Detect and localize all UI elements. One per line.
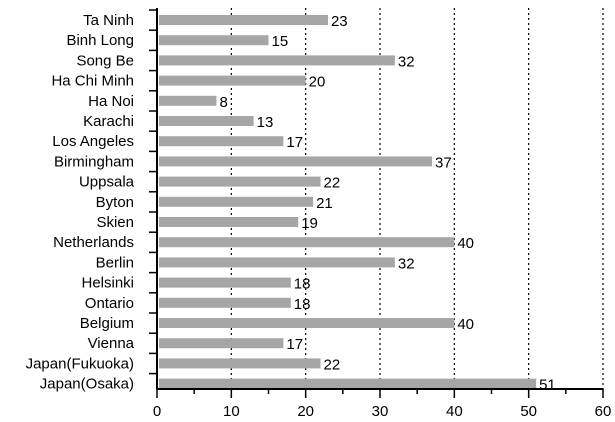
x-tick-label: 20 xyxy=(297,403,314,420)
bar xyxy=(159,116,254,126)
x-tick-label: 10 xyxy=(223,403,240,420)
category-label: Los Angeles xyxy=(52,133,134,150)
category-label: Binh Long xyxy=(66,32,134,49)
data-label: 8 xyxy=(219,94,227,111)
bar xyxy=(159,35,269,46)
data-label: 15 xyxy=(272,33,289,50)
x-tick-label: 0 xyxy=(153,403,161,420)
category-label: Ha Noi xyxy=(88,93,134,110)
bar xyxy=(159,378,537,389)
category-label: Ha Chi Minh xyxy=(51,73,134,90)
bar xyxy=(159,156,433,167)
data-label: 19 xyxy=(301,215,318,232)
bar xyxy=(159,95,217,106)
data-label: 37 xyxy=(435,154,452,171)
data-label: 23 xyxy=(331,13,348,30)
category-label: Japan(Osaka) xyxy=(40,376,134,393)
category-label: Vienna xyxy=(88,335,135,352)
data-label: 18 xyxy=(294,276,311,293)
bar xyxy=(159,217,299,227)
category-label: Berlin xyxy=(96,254,134,271)
data-label: 32 xyxy=(398,53,415,70)
category-label: Ta Ninh xyxy=(83,12,134,29)
bar xyxy=(159,237,455,248)
data-label: 17 xyxy=(286,134,303,151)
bar xyxy=(159,297,291,308)
bar xyxy=(159,176,321,187)
data-label: 20 xyxy=(309,74,326,91)
category-label: Birmingham xyxy=(54,153,134,170)
data-label: 32 xyxy=(398,255,415,272)
bar xyxy=(159,338,284,349)
x-tick-label: 50 xyxy=(520,403,537,420)
bar xyxy=(159,75,306,86)
bar xyxy=(159,358,321,369)
data-label: 17 xyxy=(286,336,303,353)
category-label: Uppsala xyxy=(79,174,135,191)
data-label: 22 xyxy=(324,175,341,192)
category-label: Helsinki xyxy=(81,275,134,292)
data-label: 18 xyxy=(294,296,311,313)
bar xyxy=(159,257,395,268)
bar xyxy=(159,136,284,147)
data-label: 51 xyxy=(539,377,556,394)
data-label: 21 xyxy=(316,195,333,212)
category-label: Netherlands xyxy=(53,234,134,251)
category-label: Japan(Fukuoka) xyxy=(26,355,134,372)
data-label: 40 xyxy=(457,316,474,333)
bar xyxy=(159,55,395,66)
category-label: Belgium xyxy=(80,315,134,332)
data-label: 22 xyxy=(324,356,341,373)
bar xyxy=(159,277,291,288)
x-tick-label: 60 xyxy=(595,403,612,420)
category-label: Karachi xyxy=(83,113,134,130)
bar xyxy=(159,196,314,207)
bar xyxy=(159,15,328,25)
data-label: 13 xyxy=(257,114,274,131)
x-tick-label: 40 xyxy=(446,403,463,420)
category-label: Skien xyxy=(96,214,134,231)
x-tick-label: 30 xyxy=(372,403,389,420)
category-label: Ontario xyxy=(85,295,134,312)
labels-layer: Ta Ninh 23 Binh Long 15 Song Be 32 Ha Chi Minh… xyxy=(26,12,612,420)
category-label: Byton xyxy=(96,194,134,211)
bar xyxy=(159,318,455,328)
data-label: 40 xyxy=(457,235,474,252)
bars-layer xyxy=(159,15,537,389)
category-label: Song Be xyxy=(76,52,134,69)
axis-layer xyxy=(149,8,604,398)
